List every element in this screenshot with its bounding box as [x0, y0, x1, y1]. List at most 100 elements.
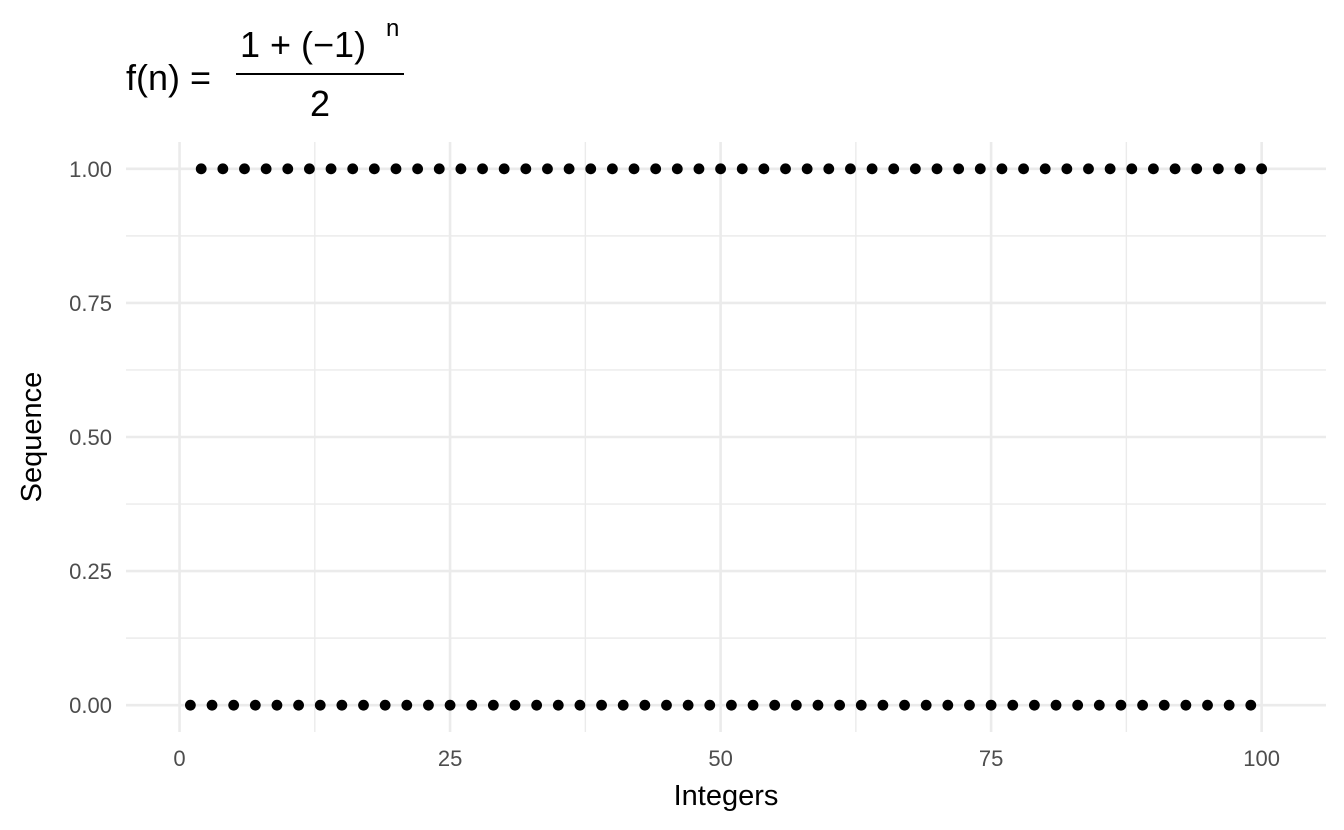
- data-point: [477, 163, 488, 175]
- data-point: [304, 163, 315, 175]
- data-point: [195, 163, 207, 175]
- data-point: [942, 699, 954, 711]
- data-point: [390, 163, 402, 175]
- data-point: [423, 699, 434, 711]
- data-point: [909, 163, 921, 175]
- data-point: [325, 163, 337, 175]
- data-point: [466, 699, 478, 711]
- data-point: [520, 163, 532, 175]
- data-point: [239, 163, 250, 175]
- grid-major: [126, 142, 1326, 732]
- data-point: [1072, 699, 1084, 711]
- data-point: [834, 699, 846, 711]
- data-point: [1018, 163, 1029, 175]
- data-point: [1115, 699, 1127, 711]
- title-denominator: 2: [310, 83, 330, 124]
- data-point: [552, 699, 564, 711]
- data-point: [726, 699, 737, 711]
- data-point: [433, 163, 445, 175]
- data-point: [823, 163, 835, 175]
- data-point: [617, 699, 629, 711]
- data-point: [1083, 163, 1094, 175]
- data-point: [379, 699, 391, 711]
- data-point: [206, 699, 218, 711]
- x-tick-label: 0: [173, 746, 185, 771]
- data-point: [953, 163, 965, 175]
- data-point: [184, 699, 196, 711]
- data-point: [845, 163, 856, 175]
- data-point: [585, 163, 597, 175]
- data-point: [639, 699, 651, 711]
- data-point: [974, 163, 986, 175]
- x-tick-label: 50: [708, 746, 732, 771]
- data-point: [758, 163, 770, 175]
- data-point: [1137, 699, 1148, 711]
- data-point: [260, 163, 272, 175]
- data-point: [498, 163, 510, 175]
- data-point: [888, 163, 900, 175]
- data-point: [1148, 163, 1159, 175]
- data-point: [985, 699, 997, 711]
- title-exponent: n: [386, 15, 399, 42]
- data-point: [574, 699, 586, 711]
- data-point: [1169, 163, 1181, 175]
- data-point: [1191, 163, 1203, 175]
- data-point: [282, 163, 294, 175]
- x-tick-label: 100: [1243, 746, 1280, 771]
- data-point: [531, 699, 543, 711]
- data-point: [1039, 163, 1051, 175]
- data-point: [1256, 163, 1268, 175]
- x-axis-tick-labels: 0 25 50 75 100: [173, 746, 1280, 771]
- data-point: [596, 699, 607, 711]
- x-tick-label: 25: [438, 746, 462, 771]
- data-points: [184, 163, 1268, 711]
- data-point: [401, 699, 413, 711]
- data-point: [855, 699, 867, 711]
- data-point: [1061, 163, 1073, 175]
- data-point: [1158, 699, 1170, 711]
- y-tick-label: 0.00: [69, 693, 112, 718]
- data-point: [790, 699, 802, 711]
- data-point: [358, 699, 369, 711]
- y-tick-label: 0.75: [69, 291, 112, 316]
- data-point: [444, 699, 456, 711]
- data-point: [1212, 163, 1224, 175]
- data-point: [412, 163, 424, 175]
- data-point: [217, 163, 229, 175]
- data-point: [780, 163, 791, 175]
- y-tick-label: 0.50: [69, 425, 112, 450]
- data-point: [606, 163, 618, 175]
- x-tick-label: 75: [979, 746, 1003, 771]
- data-point: [661, 699, 672, 711]
- data-point: [1007, 699, 1019, 711]
- data-point: [1093, 699, 1105, 711]
- y-tick-label: 0.25: [69, 559, 112, 584]
- x-axis-title: Integers: [674, 780, 779, 812]
- data-point: [347, 163, 359, 175]
- data-point: [996, 163, 1008, 175]
- data-point: [509, 699, 521, 711]
- data-point: [336, 699, 348, 711]
- data-point: [249, 699, 261, 711]
- data-point: [899, 699, 910, 711]
- data-point: [1126, 163, 1138, 175]
- y-tick-label: 1.00: [69, 157, 112, 182]
- data-point: [1245, 699, 1257, 711]
- data-point: [628, 163, 640, 175]
- data-point: [920, 699, 932, 711]
- data-point: [682, 699, 694, 711]
- data-point: [715, 163, 726, 175]
- title-numerator: 1 + (−1): [240, 24, 366, 65]
- y-axis-title: Sequence: [16, 372, 48, 503]
- data-point: [671, 163, 683, 175]
- data-point: [1050, 699, 1062, 711]
- data-point: [228, 699, 240, 711]
- data-point: [455, 163, 467, 175]
- data-point: [931, 163, 943, 175]
- grid-minor: [126, 142, 1326, 732]
- data-point: [704, 699, 716, 711]
- data-point: [747, 699, 759, 711]
- data-point: [1202, 699, 1213, 711]
- data-point: [877, 699, 889, 711]
- data-point: [801, 163, 813, 175]
